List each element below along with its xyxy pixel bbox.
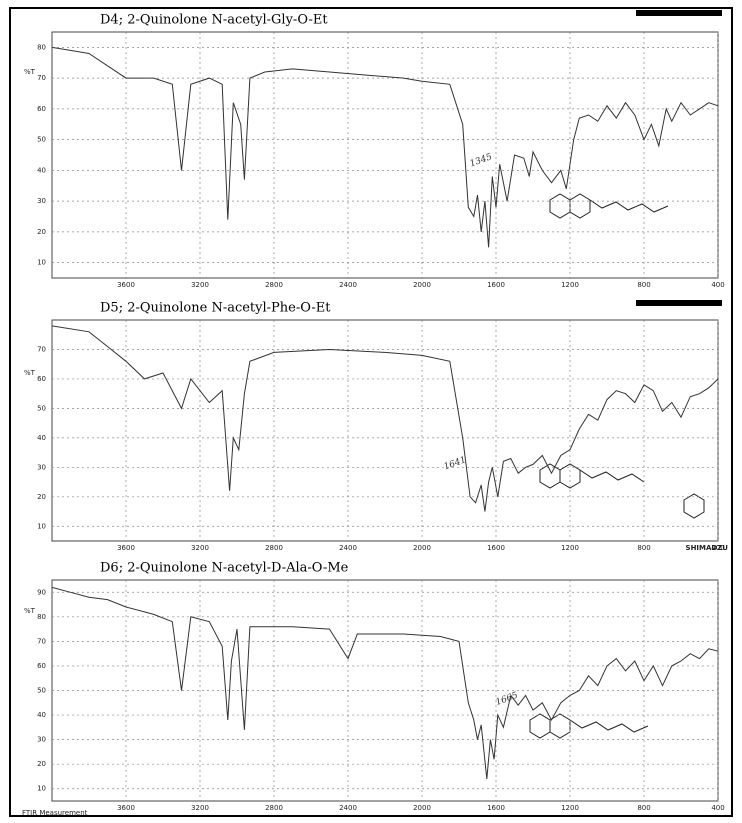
y-tick-label: 50 bbox=[37, 687, 46, 695]
x-tick-label: 800 bbox=[637, 281, 650, 289]
y-tick-label: 90 bbox=[37, 588, 46, 596]
annotation: 1345 bbox=[469, 152, 494, 169]
y-tick-label: 70 bbox=[37, 637, 46, 645]
y-tick-label: 20 bbox=[37, 760, 46, 768]
x-tick-label: 3200 bbox=[191, 804, 209, 812]
plot-frame bbox=[51, 31, 719, 279]
x-tick-label: 2400 bbox=[339, 544, 357, 552]
x-tick-label: 2800 bbox=[265, 544, 283, 552]
footer: FTIR Measurement bbox=[22, 809, 88, 817]
x-tick-label: 1600 bbox=[487, 804, 505, 812]
y-tick-label: 60 bbox=[37, 375, 46, 383]
y-tick-label: 50 bbox=[37, 136, 46, 144]
x-tick-label: 400 bbox=[711, 804, 724, 812]
y-tick-label: 50 bbox=[37, 404, 46, 412]
scan-bar bbox=[636, 300, 722, 306]
x-tick-label: 3600 bbox=[117, 544, 135, 552]
spectrum-line bbox=[51, 46, 719, 248]
y-tick-label: 70 bbox=[37, 74, 46, 82]
y-tick-label: 10 bbox=[37, 259, 46, 267]
y-tick-label: 10 bbox=[37, 522, 46, 530]
x-tick-label: 3200 bbox=[191, 544, 209, 552]
x-tick-label: 3600 bbox=[117, 804, 135, 812]
y-tick-label: 80 bbox=[37, 43, 46, 51]
y-tick-label: 70 bbox=[37, 345, 46, 353]
x-tick-label: 400 bbox=[711, 544, 724, 552]
x-tick-label: 800 bbox=[637, 544, 650, 552]
x-tick-label: 1200 bbox=[561, 281, 579, 289]
x-tick-label: 2800 bbox=[265, 804, 283, 812]
x-tick-label: 1600 bbox=[487, 281, 505, 289]
logo: SHIMADZU bbox=[686, 544, 729, 552]
y-tick-label: 30 bbox=[37, 197, 46, 205]
y-tick-label: 60 bbox=[37, 662, 46, 670]
x-tick-label: 2000 bbox=[413, 281, 431, 289]
scan-bar bbox=[636, 10, 722, 16]
annotation: 1665 bbox=[494, 691, 519, 708]
x-tick-label: 1200 bbox=[561, 544, 579, 552]
y-tick-label: 10 bbox=[37, 785, 46, 793]
y-tick-label: 60 bbox=[37, 105, 46, 113]
structure-d5 bbox=[539, 463, 705, 519]
structure-icons bbox=[529, 193, 705, 739]
x-tick-label: 3600 bbox=[117, 281, 135, 289]
structure-d6 bbox=[529, 713, 649, 739]
y-tick-label: 40 bbox=[37, 711, 46, 719]
x-tick-label: 2000 bbox=[413, 544, 431, 552]
y-axis-label: %T bbox=[24, 369, 36, 377]
chart-title: D5; 2-Quinolone N-acetyl-Phe-O-Et bbox=[100, 301, 331, 316]
x-tick-label: 1600 bbox=[487, 544, 505, 552]
y-tick-label: 80 bbox=[37, 613, 46, 621]
x-tick-label: 3200 bbox=[191, 281, 209, 289]
x-tick-label: 400 bbox=[711, 281, 724, 289]
x-tick-label: 1200 bbox=[561, 804, 579, 812]
plot-frame bbox=[51, 319, 719, 542]
frame bbox=[9, 7, 733, 817]
x-tick-label: 800 bbox=[637, 804, 650, 812]
x-tick-label: 2400 bbox=[339, 804, 357, 812]
spectrum-line bbox=[51, 325, 719, 512]
chart-title: D6; 2-Quinolone N-acetyl-D-Ala-O-Me bbox=[100, 561, 349, 576]
x-tick-label: 2400 bbox=[339, 281, 357, 289]
y-tick-label: 30 bbox=[37, 736, 46, 744]
structure-d4 bbox=[549, 193, 669, 219]
spectrum-line bbox=[51, 586, 719, 779]
y-tick-label: 20 bbox=[37, 228, 46, 236]
annotation: 1641 bbox=[443, 455, 468, 472]
chart-title: D4; 2-Quinolone N-acetyl-Gly-O-Et bbox=[100, 13, 328, 28]
y-tick-label: 30 bbox=[37, 463, 46, 471]
x-tick-label: 2000 bbox=[413, 804, 431, 812]
y-tick-label: 40 bbox=[37, 434, 46, 442]
y-tick-label: 20 bbox=[37, 493, 46, 501]
y-axis-label: %T bbox=[24, 68, 36, 76]
y-axis-label: %T bbox=[24, 607, 36, 615]
x-tick-label: 2800 bbox=[265, 281, 283, 289]
y-tick-label: 40 bbox=[37, 166, 46, 174]
